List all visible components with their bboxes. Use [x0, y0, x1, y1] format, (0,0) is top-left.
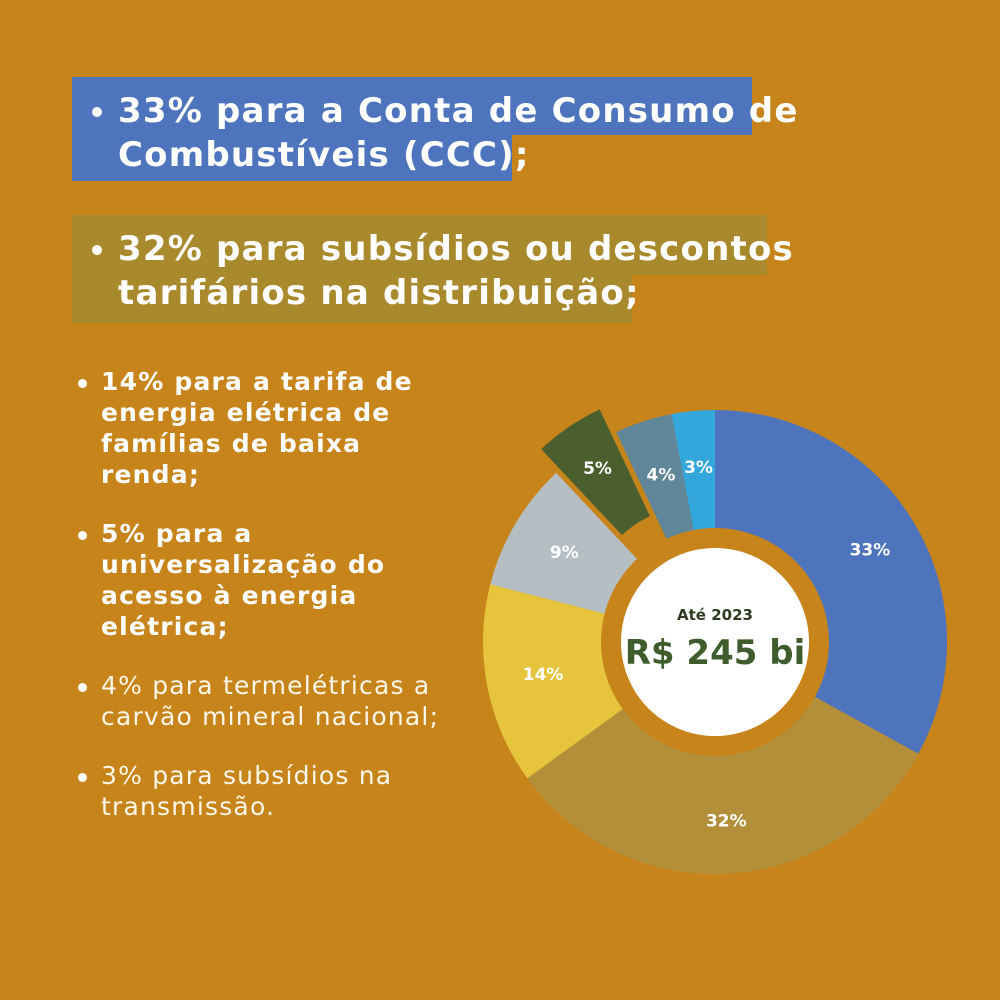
bullet-icon	[78, 531, 87, 540]
center-label: Até 2023	[677, 606, 753, 624]
chart-slice	[527, 694, 919, 874]
chart-slice-label: 33%	[850, 540, 891, 560]
chart-slice-label: 9%	[550, 543, 579, 563]
highlight-background	[72, 215, 767, 275]
chart-slice-label: 3%	[684, 458, 713, 478]
list-item: 14% para a tarifa de energia elétrica de…	[78, 366, 458, 490]
bullet-icon	[78, 683, 87, 692]
donut-chart-svg: 33% 32% 14% 9% 5% 4% 3% Até 2023 R$ 245 bi	[483, 409, 947, 874]
bullet-icon	[92, 107, 102, 117]
chart-slice	[483, 584, 628, 779]
bullet-icon	[78, 773, 87, 782]
highlight-background	[72, 275, 632, 323]
list-item: 4% para termelétricas a carvão mineral n…	[78, 670, 458, 732]
chart-slice	[715, 410, 947, 754]
chart-slice-label: 32%	[706, 812, 747, 832]
highlight-background	[72, 77, 752, 135]
highlight-distribution: 32% para subsídios ou descontos tarifári…	[72, 215, 812, 327]
chart-slice	[616, 414, 695, 545]
list-item: 5% para a universalização do acesso à en…	[78, 518, 458, 642]
bullet-list: 14% para a tarifa de energia elétrica de…	[78, 366, 458, 850]
bullet-icon	[78, 379, 87, 388]
chart-slices	[483, 409, 947, 874]
center-circle	[621, 548, 809, 736]
list-item-text: 14% para a tarifa de energia elétrica de…	[101, 367, 413, 489]
bullet-icon	[92, 245, 102, 255]
chart-slice	[671, 410, 715, 536]
chart-slice-label: 5%	[583, 459, 612, 479]
highlight-background	[72, 135, 512, 181]
chart-slice-label: 4%	[646, 466, 675, 486]
chart-slice	[490, 472, 642, 616]
chart-slice-label: 14%	[523, 665, 564, 685]
list-item: 3% para subsídios na transmissão.	[78, 760, 458, 822]
center-value: R$ 245 bi	[625, 633, 805, 673]
chart-slice	[541, 409, 650, 536]
highlight-text: 32% para subsídios ou descontos tarifári…	[118, 229, 794, 313]
highlight-text: 33% para a Conta de Consumo de Combustív…	[118, 91, 799, 175]
list-item-text: 3% para subsídios na transmissão.	[101, 761, 393, 821]
donut-chart: 33% 32% 14% 9% 5% 4% 3% Até 2023 R$ 245 bi	[440, 380, 980, 920]
list-item-text: 5% para a universalização do acesso à en…	[101, 519, 386, 641]
highlight-ccc: 33% para a Conta de Consumo de Combustív…	[72, 77, 817, 189]
list-item-text: 4% para termelétricas a carvão mineral n…	[101, 671, 440, 731]
chart-slice-labels: 33% 32% 14% 9% 5% 4% 3%	[523, 458, 891, 832]
